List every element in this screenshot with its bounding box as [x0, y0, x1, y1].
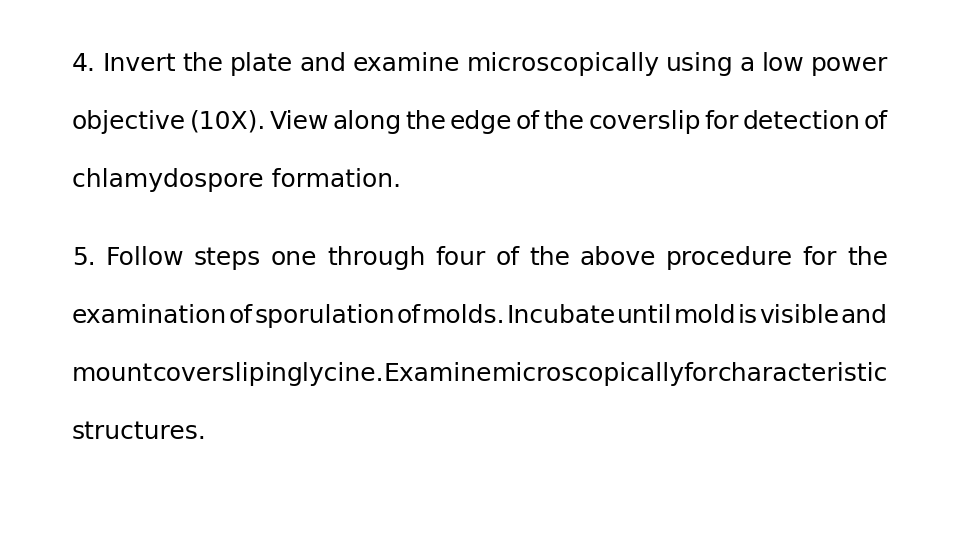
Text: Follow: Follow	[106, 246, 184, 270]
Text: chlamydospore formation.: chlamydospore formation.	[72, 168, 401, 192]
Text: above: above	[580, 246, 657, 270]
Text: coverslip: coverslip	[153, 362, 265, 386]
Text: through: through	[327, 246, 425, 270]
Text: microscopically: microscopically	[492, 362, 684, 386]
Text: 5.: 5.	[72, 246, 96, 270]
Text: examine: examine	[352, 52, 460, 76]
Text: the: the	[529, 246, 570, 270]
Text: edge: edge	[450, 110, 513, 134]
Text: the: the	[182, 52, 224, 76]
Text: microscopically: microscopically	[467, 52, 660, 76]
Text: molds.: molds.	[421, 304, 505, 328]
Text: for: for	[684, 362, 718, 386]
Text: characteristic: characteristic	[718, 362, 888, 386]
Text: mount: mount	[72, 362, 154, 386]
Text: examination: examination	[72, 304, 228, 328]
Text: a: a	[740, 52, 756, 76]
Text: steps: steps	[194, 246, 261, 270]
Text: is: is	[738, 304, 758, 328]
Text: Incubate: Incubate	[507, 304, 616, 328]
Text: procedure: procedure	[666, 246, 793, 270]
Text: power: power	[810, 52, 888, 76]
Text: of: of	[228, 304, 252, 328]
Text: until: until	[617, 304, 673, 328]
Text: sporulation: sporulation	[254, 304, 395, 328]
Text: (10X).: (10X).	[190, 110, 266, 134]
Text: one: one	[271, 246, 317, 270]
Text: of: of	[864, 110, 888, 134]
Text: of: of	[495, 246, 519, 270]
Text: coverslip: coverslip	[588, 110, 701, 134]
Text: low: low	[761, 52, 804, 76]
Text: of: of	[396, 304, 420, 328]
Text: using: using	[666, 52, 733, 76]
Text: glycine.: glycine.	[287, 362, 384, 386]
Text: Invert: Invert	[103, 52, 176, 76]
Text: along: along	[332, 110, 402, 134]
Text: for: for	[803, 246, 837, 270]
Text: in: in	[264, 362, 287, 386]
Text: of: of	[516, 110, 540, 134]
Text: the: the	[847, 246, 888, 270]
Text: detection: detection	[742, 110, 860, 134]
Text: mold: mold	[674, 304, 736, 328]
Text: and: and	[841, 304, 888, 328]
Text: the: the	[543, 110, 585, 134]
Text: structures.: structures.	[72, 420, 206, 444]
Text: Examine: Examine	[384, 362, 492, 386]
Text: View: View	[270, 110, 329, 134]
Text: for: for	[705, 110, 739, 134]
Text: objective: objective	[72, 110, 186, 134]
Text: and: and	[300, 52, 347, 76]
Text: visible: visible	[759, 304, 840, 328]
Text: four: four	[435, 246, 486, 270]
Text: plate: plate	[229, 52, 293, 76]
Text: the: the	[405, 110, 446, 134]
Text: 4.: 4.	[72, 52, 96, 76]
